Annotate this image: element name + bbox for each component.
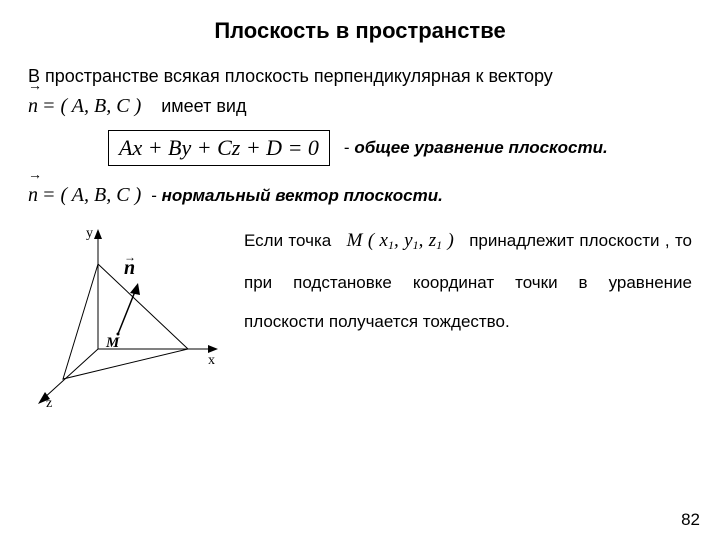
svg-text:x: x <box>208 353 215 368</box>
vector-row-2: n = ( A, B, C ) - нормальный вектор плос… <box>28 184 692 207</box>
equation-row: Ax + By + Cz + D = 0 - общее уравнение п… <box>88 130 692 166</box>
pm-1: M ( x <box>347 230 388 251</box>
vector-tuple-2: = ( A, B, C ) <box>42 184 141 207</box>
svg-text:z: z <box>46 396 52 409</box>
caption-text-1: общее уравнение плоскости. <box>354 138 607 157</box>
pm-4: ) <box>442 230 454 251</box>
normal-caption: - нормальный вектор плоскости. <box>151 186 443 206</box>
has-form-text: имеет вид <box>161 96 246 117</box>
vector-n-1: n = ( A, B, C ) <box>28 95 141 118</box>
vector-arrow-icon-2: n <box>28 184 38 207</box>
page-number: 82 <box>681 510 700 530</box>
boxed-equation: Ax + By + Cz + D = 0 <box>108 130 330 166</box>
body-text: Если точка M ( x1, y1, z1 ) принадлежит … <box>228 219 692 341</box>
caption-text-2: нормальный вектор плоскости. <box>162 186 443 205</box>
svg-text:→: → <box>124 250 136 264</box>
intro-line: В пространстве всякая плоскость перпенди… <box>28 66 692 87</box>
pm-3: , z <box>419 230 437 251</box>
body-block: y x z n → M Если точка M ( x1, y1, z1 ) … <box>28 219 692 409</box>
vector-tuple-1: = ( A, B, C ) <box>42 95 141 118</box>
diagram: y x z n → M <box>28 219 228 409</box>
vector-row-1: n = ( A, B, C ) имеет вид <box>28 95 692 118</box>
caption-dash-1: - <box>344 138 350 157</box>
pm-2: , y <box>394 230 413 251</box>
point-m-inline: M ( x1, y1, z1 ) <box>347 230 460 251</box>
body-t1: Если точка <box>244 231 331 250</box>
body-t2: принадлежит <box>469 231 574 250</box>
page-title: Плоскость в пространстве <box>28 18 692 44</box>
vector-arrow-icon: n <box>28 95 38 118</box>
vector-n-2: n = ( A, B, C ) <box>28 184 141 207</box>
caption-dash-2: - <box>151 186 157 205</box>
plane-diagram-svg: y x z n → M <box>28 219 228 409</box>
equation-caption: - общее уравнение плоскости. <box>344 138 608 158</box>
svg-text:M: M <box>105 335 120 351</box>
svg-text:y: y <box>86 226 93 241</box>
